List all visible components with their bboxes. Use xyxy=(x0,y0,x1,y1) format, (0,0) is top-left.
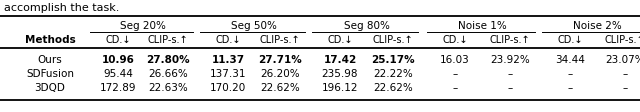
Text: 170.20: 170.20 xyxy=(210,83,246,93)
Text: 137.31: 137.31 xyxy=(210,69,246,79)
Text: 172.89: 172.89 xyxy=(100,83,136,93)
Text: CD.↓: CD.↓ xyxy=(327,35,353,45)
Text: 11.37: 11.37 xyxy=(211,55,244,65)
Text: 235.98: 235.98 xyxy=(322,69,358,79)
Text: Seg 50%: Seg 50% xyxy=(231,21,277,31)
Text: 22.62%: 22.62% xyxy=(260,83,300,93)
Text: accomplish the task.: accomplish the task. xyxy=(4,3,120,13)
Text: Methods: Methods xyxy=(24,35,76,45)
Text: 22.63%: 22.63% xyxy=(148,83,188,93)
Text: SDFusion: SDFusion xyxy=(26,69,74,79)
Text: CLIP-s.↑: CLIP-s.↑ xyxy=(148,35,188,45)
Text: 25.17%: 25.17% xyxy=(371,55,415,65)
Text: –: – xyxy=(508,69,513,79)
Text: 3DQD: 3DQD xyxy=(35,83,65,93)
Text: CD.↓: CD.↓ xyxy=(442,35,468,45)
Text: CD.↓: CD.↓ xyxy=(215,35,241,45)
Text: –: – xyxy=(568,83,573,93)
Text: 17.42: 17.42 xyxy=(323,55,356,65)
Text: 22.62%: 22.62% xyxy=(373,83,413,93)
Text: –: – xyxy=(568,69,573,79)
Text: 196.12: 196.12 xyxy=(322,83,358,93)
Text: –: – xyxy=(508,83,513,93)
Text: Seg 20%: Seg 20% xyxy=(120,21,166,31)
Text: Noise 2%: Noise 2% xyxy=(573,21,622,31)
Text: –: – xyxy=(622,69,628,79)
Text: 26.20%: 26.20% xyxy=(260,69,300,79)
Text: 95.44: 95.44 xyxy=(103,69,133,79)
Text: CLIP-s.↑: CLIP-s.↑ xyxy=(605,35,640,45)
Text: –: – xyxy=(622,83,628,93)
Text: Noise 1%: Noise 1% xyxy=(458,21,507,31)
Text: Seg 80%: Seg 80% xyxy=(344,21,389,31)
Text: CLIP-s.↑: CLIP-s.↑ xyxy=(260,35,300,45)
Text: 27.80%: 27.80% xyxy=(146,55,190,65)
Text: CD.↓: CD.↓ xyxy=(105,35,131,45)
Text: 27.71%: 27.71% xyxy=(258,55,302,65)
Text: 34.44: 34.44 xyxy=(555,55,585,65)
Text: CLIP-s.↑: CLIP-s.↑ xyxy=(372,35,413,45)
Text: CD.↓: CD.↓ xyxy=(557,35,583,45)
Text: Ours: Ours xyxy=(38,55,62,65)
Text: –: – xyxy=(452,69,458,79)
Text: 23.07%: 23.07% xyxy=(605,55,640,65)
Text: 26.66%: 26.66% xyxy=(148,69,188,79)
Text: 16.03: 16.03 xyxy=(440,55,470,65)
Text: 23.92%: 23.92% xyxy=(490,55,530,65)
Text: 22.22%: 22.22% xyxy=(373,69,413,79)
Text: CLIP-s.↑: CLIP-s.↑ xyxy=(490,35,531,45)
Text: –: – xyxy=(452,83,458,93)
Text: 10.96: 10.96 xyxy=(102,55,134,65)
